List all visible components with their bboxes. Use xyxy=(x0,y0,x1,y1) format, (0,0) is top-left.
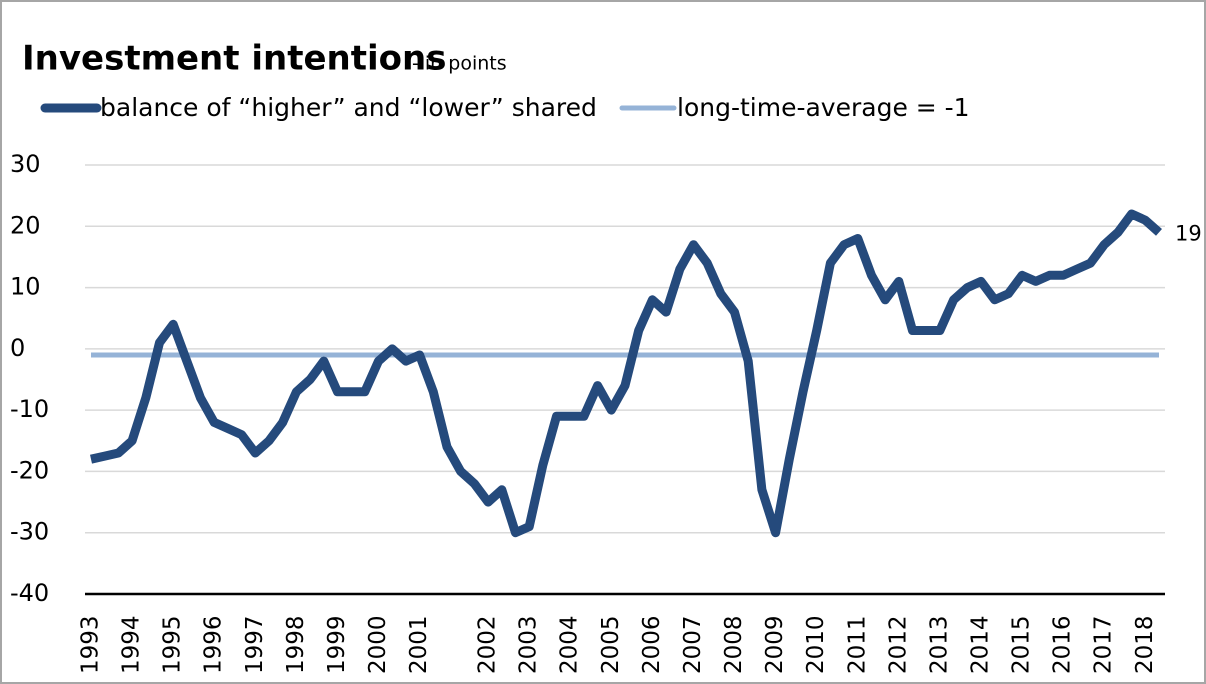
x-tick-label: 2012 xyxy=(885,615,911,674)
x-tick-label: 2016 xyxy=(1050,615,1076,674)
legend-label: long-time-average = -1 xyxy=(677,93,970,122)
end-value-label: 19 xyxy=(1175,221,1202,245)
legend-label: balance of “higher” and “lower” shared xyxy=(100,93,597,122)
x-tick-label: 2013 xyxy=(926,615,952,674)
chart-title: Investment intentions xyxy=(22,39,446,79)
x-tick-label: 2002 xyxy=(475,615,501,674)
x-tick-label: 2003 xyxy=(516,615,542,674)
x-tick-label: 1993 xyxy=(78,615,104,674)
x-tick-label: 2009 xyxy=(762,615,788,674)
data-line xyxy=(90,209,1162,538)
x-tick-label: 2010 xyxy=(803,615,829,674)
x-tick-label: 1995 xyxy=(160,615,186,674)
y-tick-label: -30 xyxy=(10,518,49,546)
y-tick-label: -20 xyxy=(10,456,49,484)
x-tick-label: 2004 xyxy=(557,615,583,674)
x-tick-label: 2017 xyxy=(1091,615,1117,674)
x-tick-label: 2006 xyxy=(639,615,665,674)
x-tick-label: 2011 xyxy=(844,615,870,674)
x-tick-label: 2001 xyxy=(406,615,432,674)
x-tick-label: 1997 xyxy=(242,615,268,674)
x-tick-label: 2008 xyxy=(721,615,747,674)
x-tick-label: 1998 xyxy=(283,615,309,674)
x-tick-label: 1996 xyxy=(201,615,227,674)
x-tick-label: 2015 xyxy=(1009,615,1035,674)
y-tick-label: 10 xyxy=(10,273,41,301)
y-tick-label: 20 xyxy=(10,211,41,239)
y-tick-label: 30 xyxy=(10,150,41,178)
x-tick-label: 2014 xyxy=(968,615,994,674)
x-tick-label: 2000 xyxy=(365,615,391,674)
y-tick-label: 0 xyxy=(10,334,25,362)
x-tick-label: 2005 xyxy=(598,615,624,674)
x-tick-label: 2018 xyxy=(1132,615,1158,674)
x-tick-label: 1994 xyxy=(119,615,145,674)
y-tick-label: -10 xyxy=(10,395,49,423)
x-tick-label: 1999 xyxy=(324,615,350,674)
chart-subtitle: - in points xyxy=(412,53,507,75)
y-tick-label: -40 xyxy=(10,579,49,607)
x-tick-label: 2007 xyxy=(680,615,706,674)
